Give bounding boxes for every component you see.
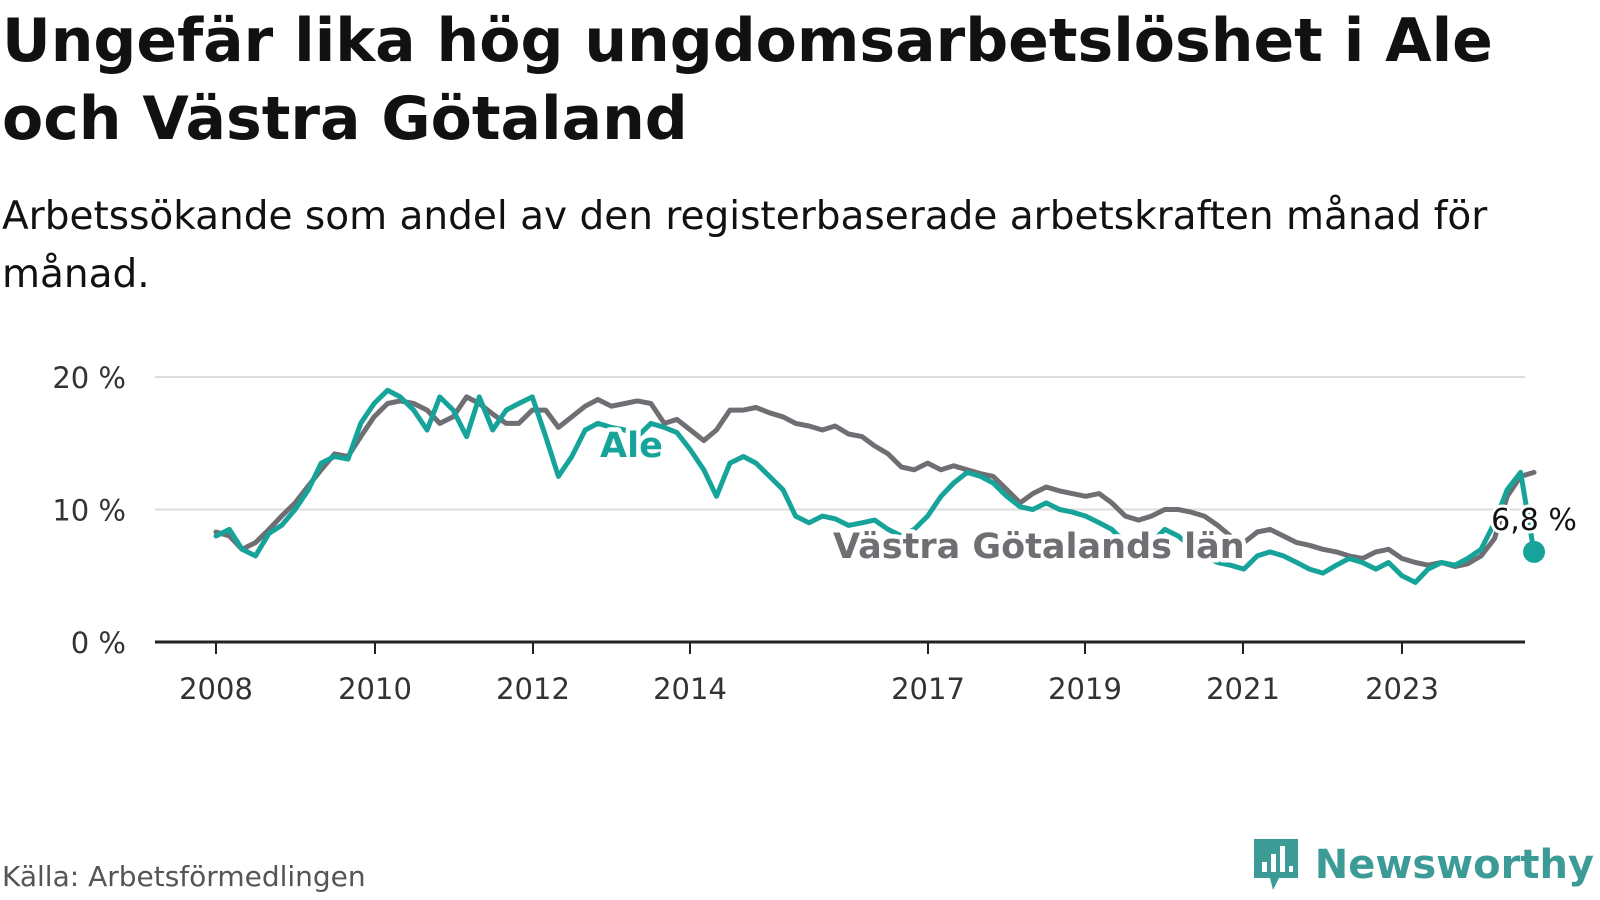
ale-end-point — [1523, 540, 1546, 563]
vastra-gotaland-series-label: Västra Götalands län — [833, 527, 1245, 567]
x-tick-label: 2023 — [1365, 672, 1439, 706]
x-tick-label: 2010 — [338, 672, 412, 706]
x-tick-label: 2014 — [653, 672, 727, 706]
y-tick-label: 20 % — [52, 361, 126, 395]
y-axis-labels: 0 % 10 % 20 % — [52, 361, 126, 660]
line-chart: 0 % 10 % 20 % 2008 2010 2012 2014 2017 2019 2021… — [52, 361, 1580, 706]
x-tick-label: 2017 — [891, 672, 965, 706]
brand-name: Newsworthy — [1314, 842, 1594, 888]
y-tick-label: 10 % — [52, 494, 126, 528]
x-tick-label: 2008 — [179, 672, 253, 706]
chart-subtitle: Arbetssökande som andel av den registerb… — [2, 194, 1488, 297]
x-tick-label: 2012 — [496, 672, 570, 706]
grid-lines — [155, 376, 1525, 654]
x-axis-labels: 2008 2010 2012 2014 2017 2019 2021 2023 — [179, 672, 1439, 706]
y-tick-label: 0 % — [71, 626, 126, 660]
vastra-gotaland-series-line — [213, 394, 1537, 569]
series-lines — [213, 387, 1537, 585]
chart-title: Ungefär lika hög ungdomsarbetslöshet i A… — [2, 6, 1493, 154]
brand: Newsworthy — [1251, 836, 1594, 894]
ale-series-line — [213, 387, 1537, 585]
ale-series-label: Ale — [600, 426, 663, 466]
source-note: Källa: Arbetsförmedlingen — [2, 860, 366, 893]
x-tick-label: 2019 — [1048, 672, 1122, 706]
x-tick-label: 2021 — [1206, 672, 1280, 706]
bar-chart-speech-bubble-icon — [1253, 839, 1298, 890]
annotations: Ale Västra Götalands län 6,8 % — [596, 422, 1580, 572]
end-value-label: 6,8 % — [1491, 503, 1577, 538]
